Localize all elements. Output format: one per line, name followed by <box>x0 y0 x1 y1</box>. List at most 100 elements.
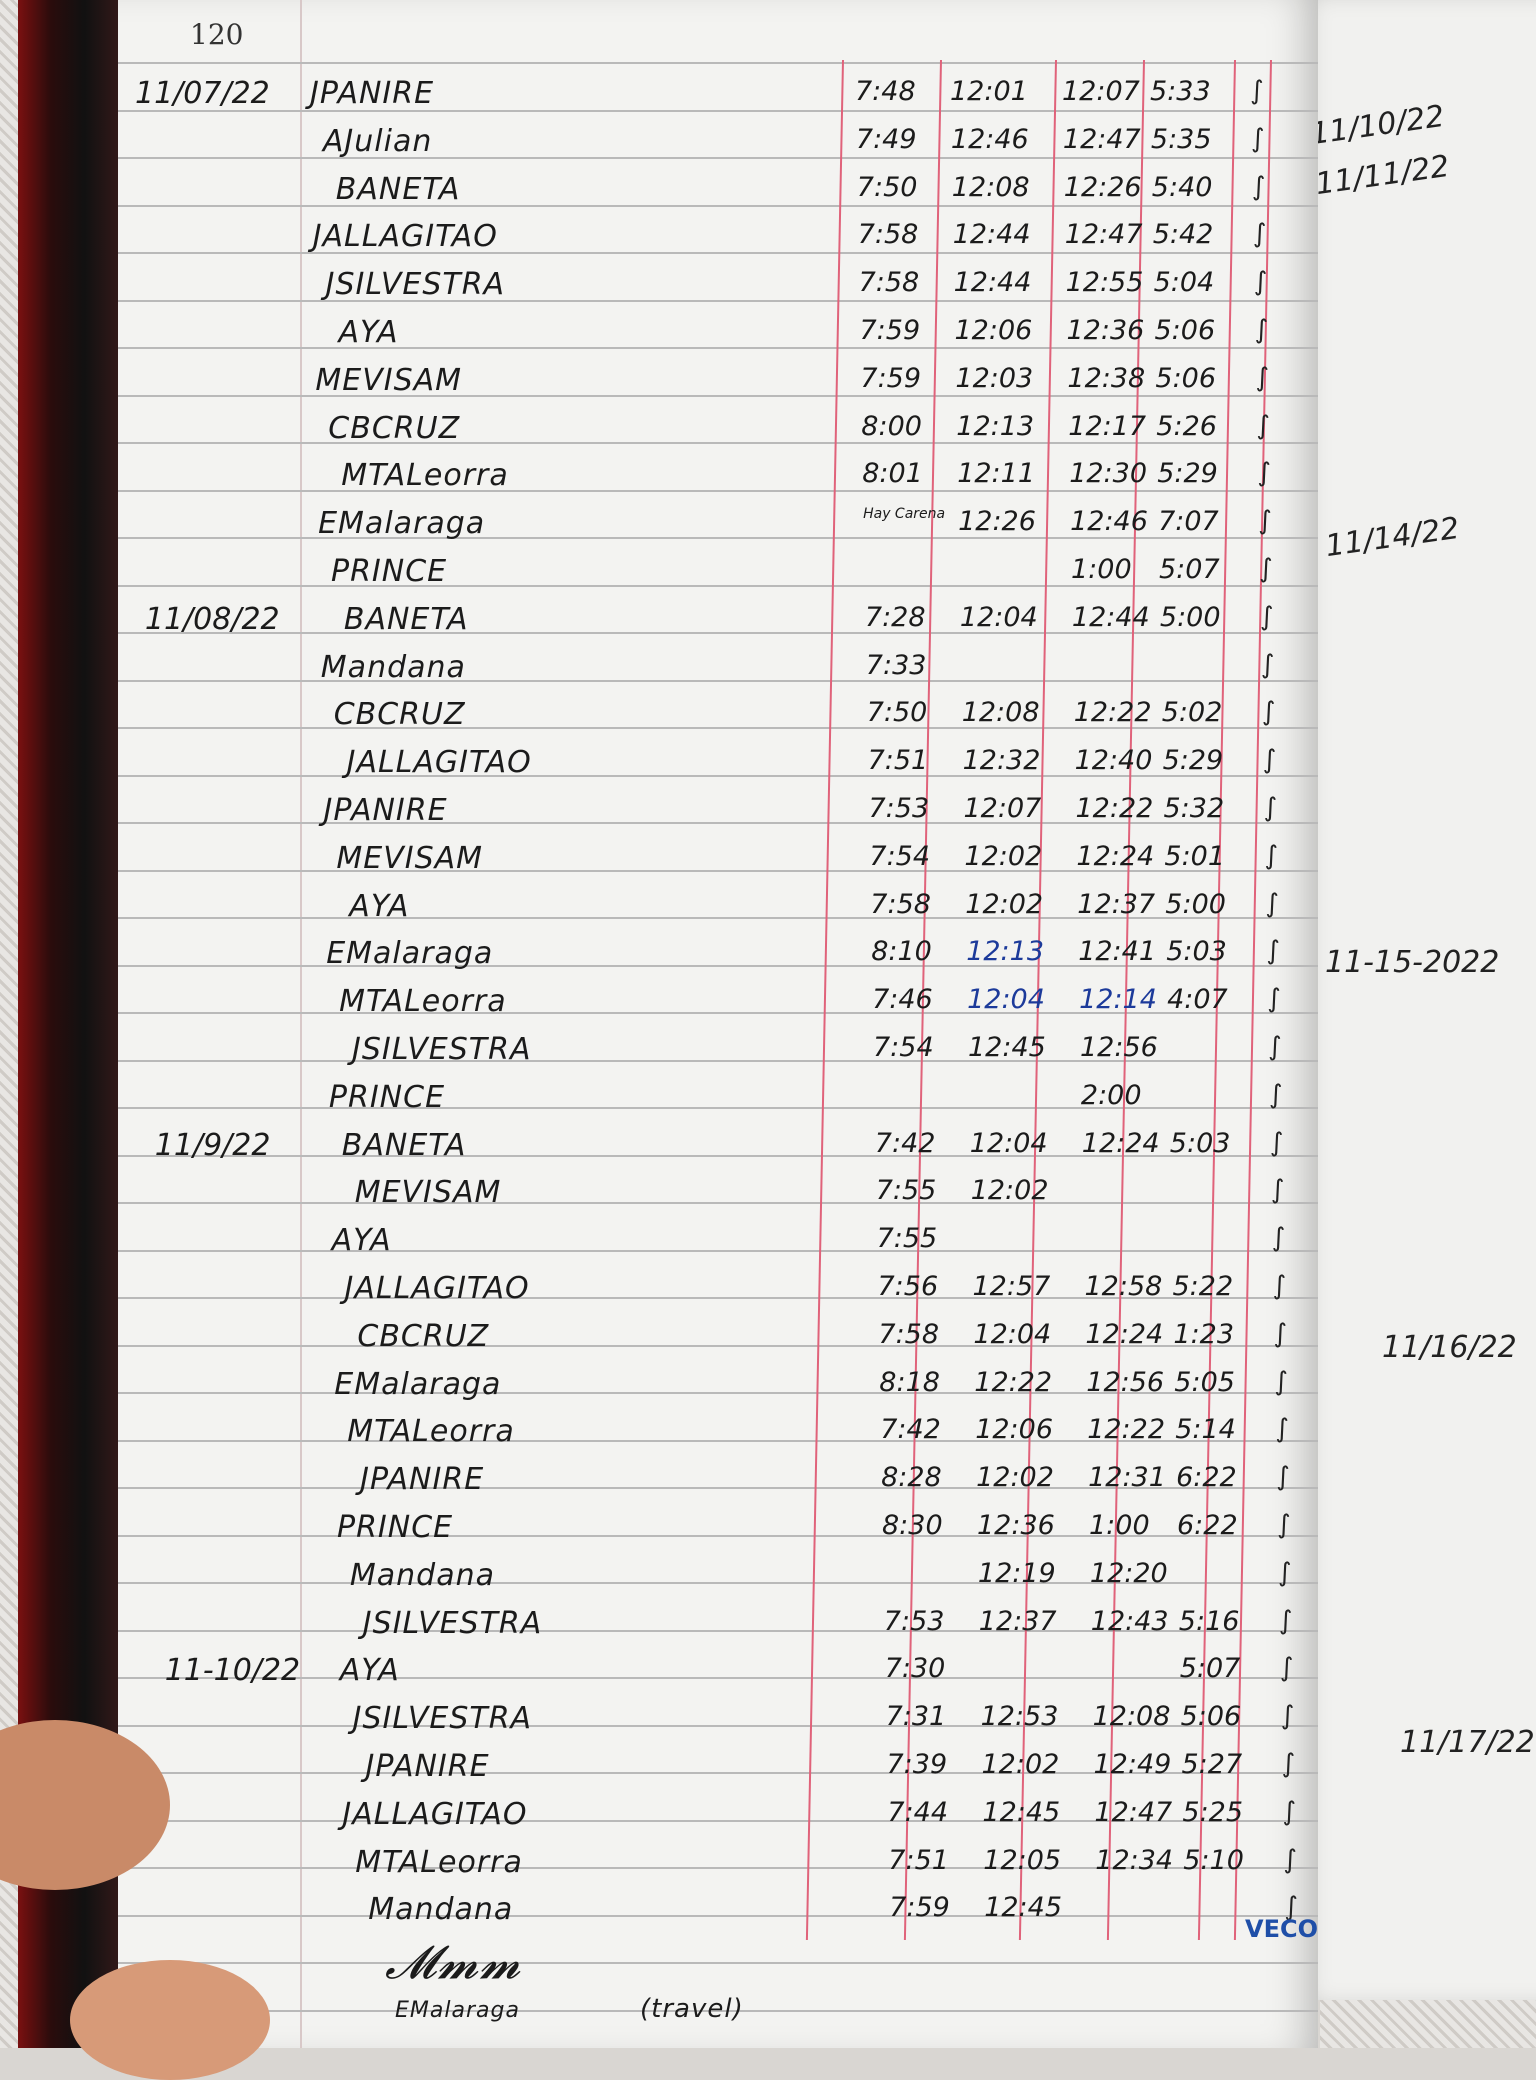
signature-mark: ∫ <box>1250 76 1264 106</box>
lunch-in: 12:47 <box>1094 1796 1173 1828</box>
lunch-in: 12:30 <box>1069 458 1147 490</box>
time-out: 5:02 <box>1161 697 1223 729</box>
time-in: 7:58 <box>870 888 931 920</box>
ruled-line <box>118 679 1318 682</box>
ruled-line <box>118 1344 1318 1347</box>
time-out: 5:32 <box>1163 793 1225 824</box>
entry-date: 11/07/22 <box>135 76 270 111</box>
time-out: 5:42 <box>1152 219 1214 251</box>
lunch-out: 12:04 <box>973 1318 1052 1350</box>
signature-mark: ∫ <box>1260 649 1275 680</box>
lunch-out: 12:44 <box>952 219 1031 251</box>
lunch-out: 12:46 <box>950 123 1029 155</box>
employee-name: CBCRUZ <box>357 1318 490 1354</box>
right-date: 11/17/22 <box>1400 1725 1535 1760</box>
ruled-line <box>118 1772 1318 1774</box>
time-in: 7:55 <box>876 1223 938 1255</box>
time-out: 5:06 <box>1155 362 1217 394</box>
lunch-out: 12:11 <box>957 458 1035 490</box>
veco-stamp: VECO <box>1245 1915 1318 1943</box>
lunch-out: 12:05 <box>983 1844 1062 1876</box>
time-in: 7:49 <box>855 123 917 155</box>
time-out: 5:29 <box>1157 458 1218 490</box>
lunch-in: 2:00 <box>1080 1079 1142 1111</box>
employee-name: AYA <box>339 1653 400 1689</box>
time-out: 5:25 <box>1182 1796 1244 1828</box>
time-in: 7:31 <box>885 1701 947 1733</box>
lunch-in: 12:24 <box>1085 1318 1164 1350</box>
time-in: 7:39 <box>886 1749 948 1780</box>
lunch-out: 12:45 <box>982 1796 1061 1828</box>
ruled-line <box>118 442 1318 444</box>
time-out: 1:23 <box>1173 1318 1235 1350</box>
time-in: 7:54 <box>873 1032 934 1063</box>
time-in: 7:51 <box>867 745 929 777</box>
employee-name: EMalaraga <box>318 506 486 542</box>
lunch-out: 12:04 <box>967 984 1045 1016</box>
signature-mark: ∫ <box>1262 745 1277 776</box>
ruled-line <box>118 869 1318 872</box>
lunch-out: 12:08 <box>961 697 1040 729</box>
ruled-line <box>118 1962 1318 1964</box>
lunch-in: 12:24 <box>1081 1127 1160 1159</box>
time-in: 7:59 <box>859 315 921 346</box>
ruled-line <box>118 1249 1318 1252</box>
time-out: 5:10 <box>1183 1844 1244 1876</box>
lunch-in: 12:56 <box>1086 1366 1165 1398</box>
signature-mark: ∫ <box>1270 1175 1285 1206</box>
lunch-out: 12:22 <box>974 1366 1053 1398</box>
employee-name: EMalaraga <box>326 936 494 972</box>
lunch-in: 12:41 <box>1078 936 1156 968</box>
ruled-line <box>118 1534 1318 1537</box>
ruled-line <box>118 204 1318 207</box>
right-date: 11/11/22 <box>1313 148 1452 203</box>
time-in: 8:01 <box>862 458 923 490</box>
time-in: 7:44 <box>887 1796 949 1828</box>
ruled-line <box>118 1487 1318 1489</box>
employee-name: JPANIRE <box>360 1462 485 1498</box>
employee-name: JSILVESTRA <box>325 267 506 303</box>
signature-mark: ∫ <box>1281 1749 1296 1779</box>
signature-mark: ∫ <box>1268 1079 1283 1110</box>
right-date: 11/16/22 <box>1382 1330 1517 1365</box>
time-in: 8:28 <box>881 1462 942 1494</box>
time-in: 7:53 <box>883 1605 945 1637</box>
signature-mark: ∫ <box>1250 123 1265 154</box>
lunch-in: 12:14 <box>1079 984 1157 1016</box>
lunch-out: 12:44 <box>953 267 1032 299</box>
signature-mark: ∫ <box>1279 1653 1294 1684</box>
lunch-in: 12:49 <box>1093 1749 1172 1780</box>
lunch-in: 1:00 <box>1071 554 1132 585</box>
signature-mark: ∫ <box>1259 554 1273 584</box>
lunch-out: 12:26 <box>958 506 1036 538</box>
time-out: 6:22 <box>1177 1510 1238 1541</box>
lunch-out: 12:36 <box>977 1510 1055 1541</box>
time-out: 5:07 <box>1159 554 1220 585</box>
lunch-in: 12:44 <box>1071 601 1150 633</box>
footer-note: (travel) <box>640 1994 744 2024</box>
time-in: 7:50 <box>866 697 928 729</box>
lunch-out: 12:45 <box>984 1892 1062 1924</box>
time-in: 7:42 <box>880 1414 941 1446</box>
time-out: 5:06 <box>1180 1701 1242 1733</box>
time-in: 7:28 <box>864 601 926 633</box>
employee-name: JALLAGITAO <box>346 745 532 781</box>
lunch-out: 12:13 <box>966 936 1044 968</box>
lunch-out: 12:04 <box>969 1127 1048 1159</box>
lunch-out: 12:53 <box>980 1701 1059 1733</box>
signature-mark: ∫ <box>1282 1796 1296 1827</box>
time-in: 7:58 <box>878 1318 940 1350</box>
employee-name: CBCRUZ <box>333 697 466 733</box>
signature-mark: ∫ <box>1268 1032 1282 1062</box>
signature-mark: ∫ <box>1274 1366 1288 1397</box>
ruled-line <box>118 1819 1318 1822</box>
lunch-in: 12:43 <box>1090 1605 1169 1637</box>
ruled-line <box>118 1154 1318 1157</box>
time-in: 7:58 <box>857 219 919 251</box>
lunch-out: 12:08 <box>951 171 1030 203</box>
employee-name: BANETA <box>343 601 469 637</box>
signature-mark: ∫ <box>1265 888 1279 919</box>
ruled-line <box>118 1867 1318 1869</box>
time-out: 5:01 <box>1164 840 1226 872</box>
column-rule <box>805 60 844 1940</box>
